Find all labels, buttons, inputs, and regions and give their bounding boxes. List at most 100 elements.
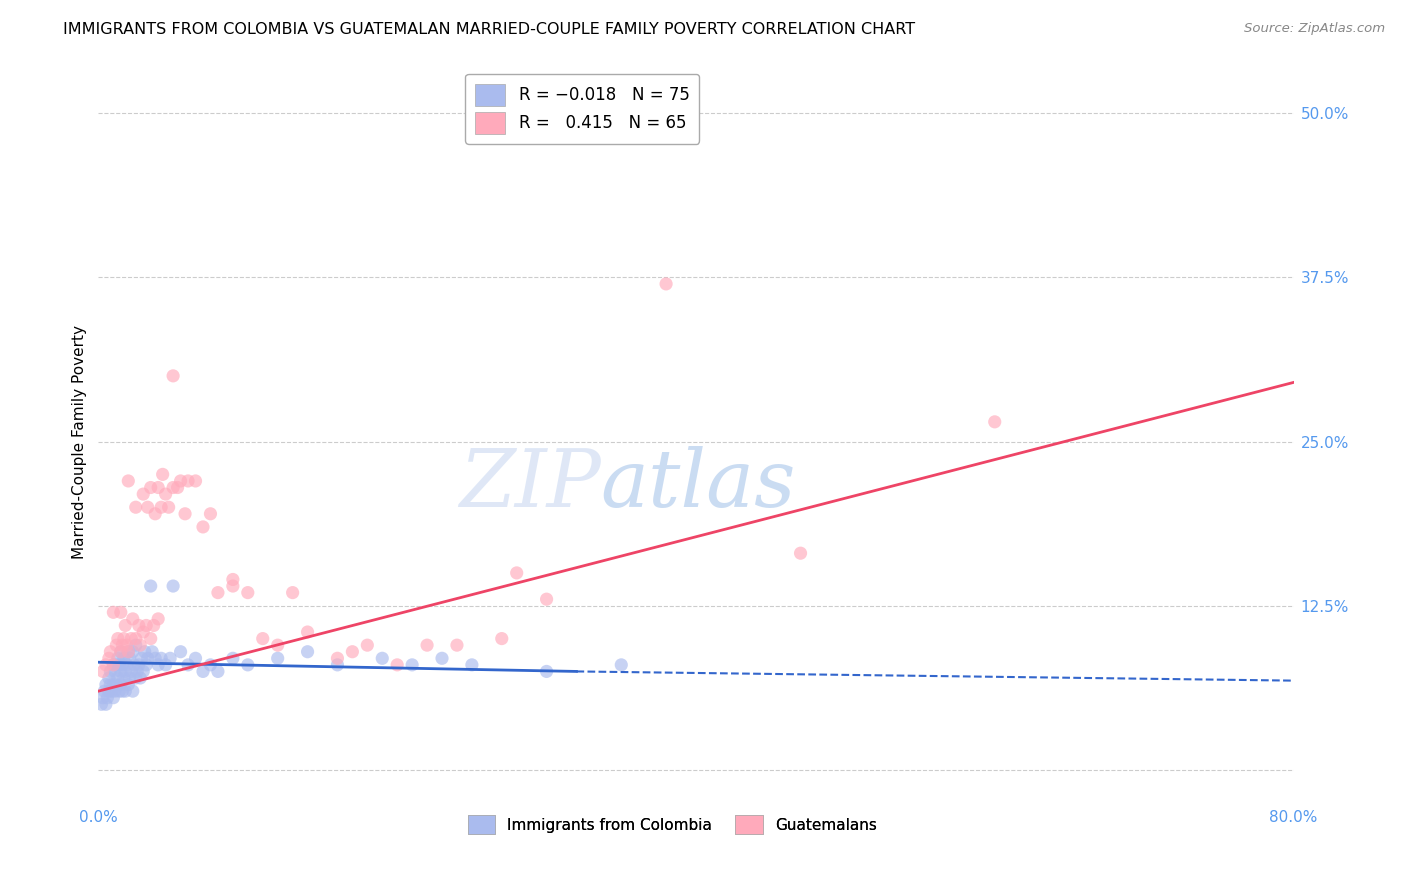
Point <box>107 671 129 685</box>
Point <box>110 677 132 691</box>
Point <box>207 665 229 679</box>
Point <box>112 632 135 646</box>
Point <box>121 645 143 659</box>
Point <box>371 651 394 665</box>
Point <box>121 684 143 698</box>
Text: IMMIGRANTS FROM COLOMBIA VS GUATEMALAN MARRIED-COUPLE FAMILY POVERTY CORRELATION: IMMIGRANTS FROM COLOMBIA VS GUATEMALAN M… <box>63 22 915 37</box>
Point <box>157 500 180 515</box>
Point <box>117 645 139 659</box>
Point <box>222 579 245 593</box>
Point <box>105 638 128 652</box>
Point <box>128 618 150 632</box>
Point <box>655 277 678 291</box>
Point <box>110 645 132 659</box>
Point <box>98 677 122 691</box>
Point <box>94 677 117 691</box>
Point <box>114 618 136 632</box>
Point <box>222 651 245 665</box>
Point <box>155 657 177 672</box>
Point <box>141 645 163 659</box>
Point <box>104 684 127 698</box>
Point <box>94 698 117 712</box>
Point <box>169 645 191 659</box>
Point <box>200 657 222 672</box>
Point <box>108 684 131 698</box>
Point <box>236 585 259 599</box>
Point <box>117 645 139 659</box>
Point <box>297 645 319 659</box>
Point <box>139 579 162 593</box>
Point <box>127 665 149 679</box>
Point <box>94 657 117 672</box>
Point <box>98 665 122 679</box>
Point <box>117 474 139 488</box>
Point <box>184 474 207 488</box>
Legend: Immigrants from Colombia, Guatemalans: Immigrants from Colombia, Guatemalans <box>460 807 884 842</box>
Point <box>252 632 274 646</box>
Point <box>112 651 135 665</box>
Point <box>142 618 165 632</box>
Point <box>105 657 128 672</box>
Point <box>129 671 152 685</box>
Point <box>135 618 157 632</box>
Point <box>169 474 191 488</box>
Point <box>108 657 131 672</box>
Y-axis label: Married-Couple Family Poverty: Married-Couple Family Poverty <box>72 325 87 558</box>
Point <box>430 651 453 665</box>
Point <box>166 481 188 495</box>
Point <box>125 500 148 515</box>
Point <box>114 684 136 698</box>
Point <box>139 481 162 495</box>
Point <box>103 690 125 705</box>
Point <box>297 625 319 640</box>
Point <box>177 474 200 488</box>
Point <box>110 605 132 619</box>
Point <box>356 638 378 652</box>
Point <box>536 665 558 679</box>
Point <box>90 698 112 712</box>
Point <box>236 657 259 672</box>
Point <box>139 632 162 646</box>
Point <box>110 665 132 679</box>
Point <box>281 585 304 599</box>
Point <box>461 657 484 672</box>
Point <box>115 657 138 672</box>
Point <box>125 671 148 685</box>
Point <box>111 684 134 698</box>
Point <box>152 467 174 482</box>
Point <box>121 612 143 626</box>
Point <box>120 632 142 646</box>
Point <box>132 625 155 640</box>
Point <box>112 671 135 685</box>
Point <box>191 665 214 679</box>
Point <box>536 592 558 607</box>
Point <box>177 657 200 672</box>
Point <box>506 566 529 580</box>
Point <box>267 651 290 665</box>
Point <box>115 638 138 652</box>
Point <box>103 657 125 672</box>
Point <box>134 645 156 659</box>
Point <box>416 638 439 652</box>
Point <box>162 579 184 593</box>
Point <box>111 657 134 672</box>
Point <box>207 585 229 599</box>
Point <box>162 481 184 495</box>
Point <box>132 665 155 679</box>
Point <box>131 651 153 665</box>
Point <box>96 690 118 705</box>
Point <box>148 481 170 495</box>
Point <box>118 671 141 685</box>
Point <box>111 638 134 652</box>
Point <box>125 632 148 646</box>
Point <box>91 665 114 679</box>
Text: Source: ZipAtlas.com: Source: ZipAtlas.com <box>1244 22 1385 36</box>
Point <box>610 657 633 672</box>
Point <box>105 677 128 691</box>
Point <box>118 651 141 665</box>
Point <box>150 500 173 515</box>
Point <box>128 657 150 672</box>
Point <box>135 657 157 672</box>
Point <box>104 665 127 679</box>
Point <box>385 657 409 672</box>
